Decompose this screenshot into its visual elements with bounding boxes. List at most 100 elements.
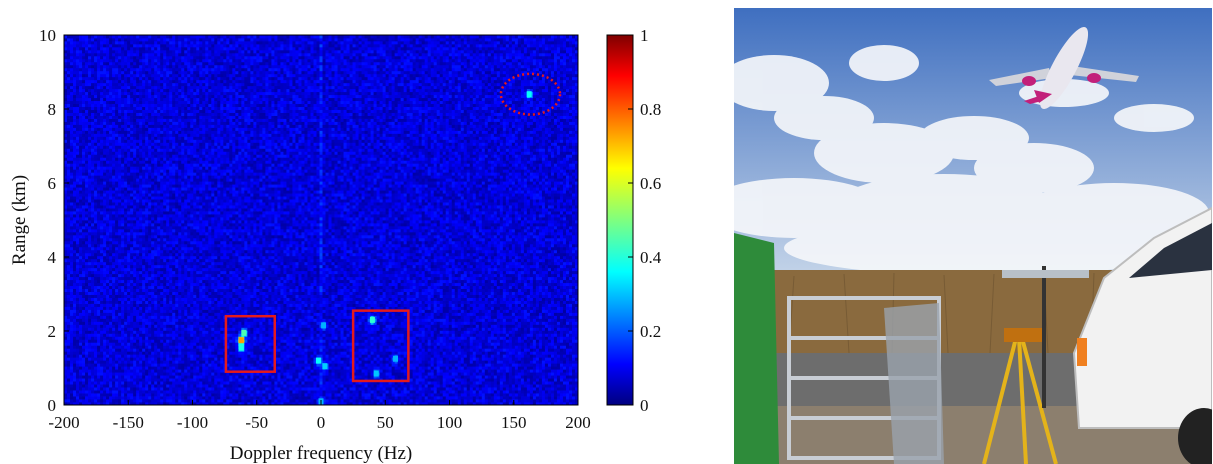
heatmap-cell	[91, 255, 95, 260]
heatmap-cell	[157, 285, 161, 290]
heatmap-cell	[103, 178, 107, 182]
heatmap-cell	[82, 354, 86, 358]
heatmap-cell	[103, 46, 107, 51]
heatmap-cell	[145, 184, 149, 188]
heatmap-cell	[100, 100, 104, 105]
heatmap-cell	[85, 402, 89, 406]
heatmap-cell	[94, 166, 98, 170]
heatmap-cell	[118, 58, 122, 63]
heatmap-cell	[178, 97, 182, 102]
heatmap-cell	[160, 339, 164, 343]
heatmap-cell	[106, 255, 110, 260]
heatmap-cell	[76, 166, 80, 170]
heatmap-cell	[148, 369, 152, 373]
heatmap-cell	[160, 112, 164, 116]
heatmap-cell	[136, 372, 140, 376]
heatmap-cell	[109, 237, 113, 242]
heatmap-cell	[85, 294, 89, 298]
heatmap-cell	[160, 282, 164, 287]
heatmap-cell	[94, 190, 98, 194]
heatmap-cell	[160, 369, 164, 373]
heatmap-cell	[82, 336, 86, 340]
heatmap-cell	[169, 70, 173, 75]
heatmap-cell	[88, 378, 92, 382]
heatmap-cell	[73, 124, 77, 128]
heatmap-cell	[109, 351, 113, 355]
heatmap-cell	[88, 40, 92, 45]
heatmap-cell	[139, 285, 143, 290]
heatmap-cell	[154, 43, 158, 48]
heatmap-cell	[64, 88, 68, 93]
heatmap-cell	[79, 181, 83, 185]
heatmap-cell	[181, 157, 185, 161]
heatmap-cell	[118, 297, 122, 301]
heatmap-cell	[88, 190, 92, 194]
heatmap-cell	[157, 202, 161, 206]
heatmap-cell	[130, 136, 134, 140]
heatmap-cell	[103, 240, 107, 245]
heatmap-cell	[142, 82, 146, 87]
heatmap-cell	[103, 175, 107, 179]
heatmap-cell	[97, 243, 101, 248]
heatmap-cell	[91, 387, 95, 391]
heatmap-cell	[157, 393, 161, 397]
heatmap-cell	[136, 205, 140, 209]
heatmap-cell	[160, 115, 164, 119]
heatmap-cell	[88, 61, 92, 66]
heatmap-cell	[103, 300, 107, 304]
heatmap-cell	[163, 190, 167, 194]
heatmap-cell	[175, 35, 179, 39]
heatmap-cell	[142, 399, 146, 403]
heatmap-cell	[115, 97, 119, 102]
heatmap-cell	[154, 303, 158, 307]
heatmap-cell	[82, 276, 86, 281]
heatmap-cell	[91, 378, 95, 382]
heatmap-cell	[172, 345, 176, 349]
heatmap-cell	[100, 366, 104, 370]
heatmap-cell	[163, 273, 167, 278]
heatmap-cell	[106, 130, 110, 134]
heatmap-cell	[82, 94, 86, 99]
heatmap-cell	[175, 390, 179, 394]
heatmap-cell	[106, 187, 110, 191]
heatmap-cell	[85, 303, 89, 307]
heatmap-cell	[157, 178, 161, 182]
heatmap-cell	[142, 396, 146, 400]
heatmap-cell	[118, 285, 122, 290]
heatmap-cell	[82, 82, 86, 87]
heatmap-cell	[154, 52, 158, 57]
heatmap-cell	[166, 333, 170, 337]
heatmap-cell	[175, 255, 179, 260]
heatmap-cell	[133, 255, 137, 260]
heatmap-cell	[103, 282, 107, 287]
heatmap-cell	[121, 121, 125, 125]
heatmap-cell	[64, 387, 68, 391]
heatmap-cell	[169, 40, 173, 45]
heatmap-cell	[145, 324, 149, 328]
heatmap-cell	[115, 297, 119, 301]
heatmap-cell	[73, 181, 77, 185]
heatmap-cell	[178, 220, 182, 224]
heatmap-cell	[130, 381, 134, 385]
heatmap-cell	[112, 252, 116, 257]
heatmap-cell	[148, 109, 152, 113]
heatmap-cell	[145, 273, 149, 278]
heatmap-cell	[142, 252, 146, 257]
heatmap-cell	[136, 136, 140, 140]
heatmap-cell	[160, 103, 164, 108]
heatmap-cell	[154, 190, 158, 194]
heatmap-cell	[145, 333, 149, 337]
heatmap-cell	[139, 255, 143, 260]
heatmap-cell	[157, 208, 161, 212]
heatmap-cell	[106, 396, 110, 400]
heatmap-cell	[163, 115, 167, 119]
heatmap-cell	[151, 399, 155, 403]
heatmap-cell	[139, 199, 143, 203]
heatmap-cell	[64, 342, 68, 346]
heatmap-cell	[91, 375, 95, 379]
heatmap-cell	[160, 246, 164, 251]
heatmap-cell	[136, 261, 140, 266]
heatmap-cell	[91, 393, 95, 397]
heatmap-cell	[82, 40, 86, 45]
heatmap-cell	[76, 142, 80, 146]
